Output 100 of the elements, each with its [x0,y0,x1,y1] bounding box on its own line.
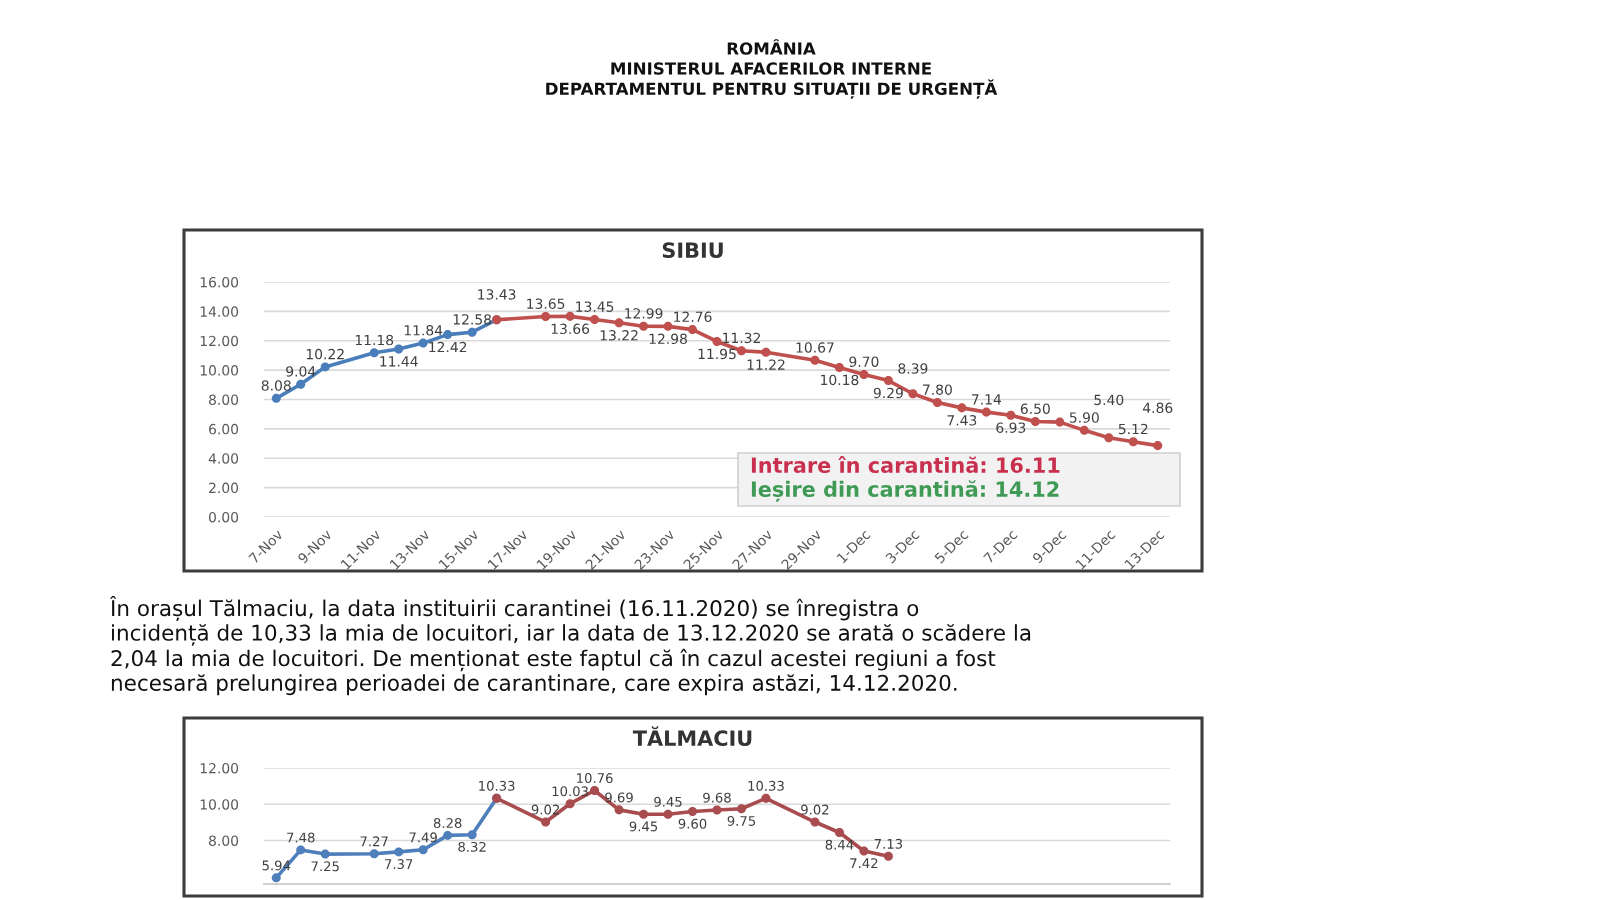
point [614,805,624,815]
data-label: 8.08 [261,380,291,391]
y-tick-label: 10.00 [200,799,239,810]
data-label: 8.32 [458,841,486,852]
point [1030,417,1040,427]
data-label: 5.90 [1069,412,1099,423]
data-label: 7.49 [409,832,437,843]
data-label: 12.99 [625,308,663,319]
y-tick-label: 6.00 [209,423,239,435]
data-label: 11.22 [747,359,785,370]
data-label: 4.86 [1142,402,1173,414]
data-label: 8.39 [898,363,928,374]
data-label: 7.48 [287,832,315,843]
data-label: 6.50 [1020,403,1050,414]
point [957,403,967,413]
point [810,817,820,827]
data-label: 9.45 [629,821,658,832]
point [541,817,551,827]
data-label: 10.18 [821,374,859,386]
y-tick-label: 8.00 [209,835,239,846]
point [369,348,379,358]
y-tick-label: 2.00 [209,482,239,494]
data-label: 8.28 [433,818,462,829]
point [565,799,575,809]
point [883,851,893,861]
point [663,809,673,819]
point [883,376,893,386]
point [810,355,820,365]
data-label: 9.45 [654,796,682,807]
point [271,873,281,883]
data-label: 12.42 [429,341,467,353]
point [590,785,600,795]
data-label: 10.22 [306,348,344,360]
data-label: 13.66 [551,323,590,335]
data-label: 12.58 [453,314,492,325]
data-label: 7.37 [385,859,413,870]
y-tick-label: 14.00 [200,306,239,317]
point [467,830,477,840]
point [908,389,918,399]
point [418,338,428,348]
point [1128,437,1138,447]
point [834,828,844,838]
data-label: 6.93 [996,422,1026,433]
point [736,346,746,356]
data-label: 11.32 [723,332,760,344]
data-label: 12.76 [674,311,712,323]
point [639,321,649,331]
data-label: 10.33 [748,780,784,791]
data-label: 11.84 [404,325,443,336]
point [1006,410,1016,420]
data-label: 9.75 [727,815,756,826]
text: DEPARTAMENTUL PENTRU SITUAȚII DE URGENȚĂ [546,79,998,99]
annotation: Intrare în carantină: 16.11 [751,456,1060,474]
point [1153,441,1163,451]
point [761,793,771,803]
y-tick-label: 10.00 [200,365,239,376]
text: MINISTERUL AFACERILOR INTERNE [611,62,931,75]
data-label: 9.60 [678,818,707,829]
data-label: 9.69 [605,792,633,803]
data-label: 9.29 [873,387,903,399]
point [467,327,477,337]
data-label: 11.44 [380,356,418,367]
point [834,362,844,372]
data-label: 7.27 [360,836,388,847]
data-label: 7.13 [874,838,903,849]
data-label: 13.22 [600,330,638,341]
point [712,805,722,815]
point [688,806,698,817]
data-label: 7.25 [311,861,339,872]
point [418,845,428,855]
data-label: 10.76 [577,773,613,784]
data-label: 7.14 [972,394,1002,405]
data-label: 13.43 [478,289,516,300]
point [859,370,869,380]
point [296,379,306,389]
data-label: 13.65 [527,298,565,309]
point [369,849,379,859]
data-label: 9.02 [531,804,559,815]
point [1055,417,1065,427]
data-label: 8.44 [825,839,854,850]
point [712,336,722,346]
point [1079,425,1089,435]
data-label: 5.12 [1118,423,1148,435]
y-tick-label: 16.00 [200,276,239,288]
data-label: 7.42 [850,858,878,868]
data-label: 10.33 [479,780,515,791]
point [296,845,306,855]
point [541,312,551,322]
point [443,330,453,340]
data-label: 12.98 [649,333,687,345]
point [320,849,330,859]
data-label: 7.43 [947,415,977,426]
data-label: 13.45 [576,301,614,312]
point [271,393,281,403]
point [663,321,673,331]
y-tick-label: 0.00 [208,511,239,523]
point [590,314,600,324]
data-label: 9.04 [286,366,316,377]
point [761,347,771,357]
y-tick-label: 4.00 [208,453,239,464]
